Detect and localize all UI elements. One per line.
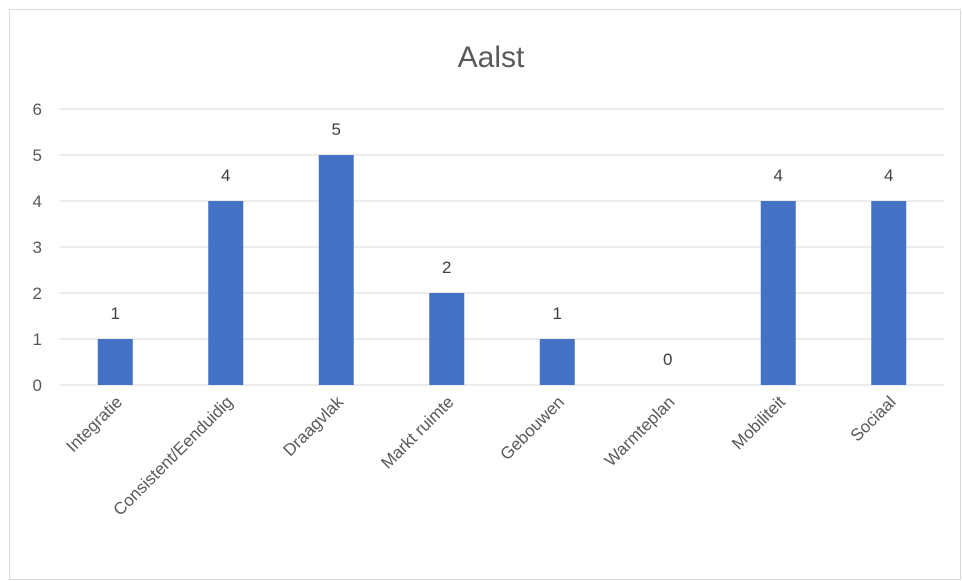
chart-title: Aalst — [458, 41, 525, 74]
data-label: 1 — [111, 304, 120, 323]
x-category-label: Markt ruimte — [377, 392, 457, 472]
bar — [429, 293, 464, 385]
x-category-label: Warmteplan — [601, 392, 679, 470]
data-label: 1 — [553, 304, 562, 323]
bar — [98, 339, 133, 385]
bar — [319, 155, 354, 385]
x-category-label: Draagvlak — [280, 392, 348, 460]
data-label: 2 — [442, 258, 451, 277]
y-tick-label: 4 — [33, 192, 42, 211]
bar — [540, 339, 575, 385]
bar — [761, 201, 796, 385]
y-tick-label: 3 — [33, 238, 42, 257]
data-label: 0 — [663, 350, 672, 369]
x-category-label: Consistent/Eenduidig — [110, 392, 237, 519]
data-label: 5 — [332, 120, 341, 139]
gridlines — [60, 109, 944, 385]
x-category-label: Gebouwen — [496, 392, 568, 464]
x-category-label: Sociaal — [847, 392, 900, 445]
bars — [98, 155, 907, 385]
data-label: 4 — [884, 166, 893, 185]
y-tick-label: 6 — [33, 100, 42, 119]
y-tick-label: 0 — [33, 376, 42, 395]
bar — [208, 201, 243, 385]
y-axis-ticks: 0 1 2 3 4 5 6 — [33, 100, 42, 395]
y-tick-label: 5 — [33, 146, 42, 165]
y-tick-label: 2 — [33, 284, 42, 303]
x-category-label: Mobiliteit — [728, 392, 789, 453]
data-label: 4 — [774, 166, 783, 185]
bar — [871, 201, 906, 385]
x-category-label: Integratie — [63, 392, 127, 456]
y-tick-label: 1 — [33, 330, 42, 349]
data-label: 4 — [221, 166, 230, 185]
